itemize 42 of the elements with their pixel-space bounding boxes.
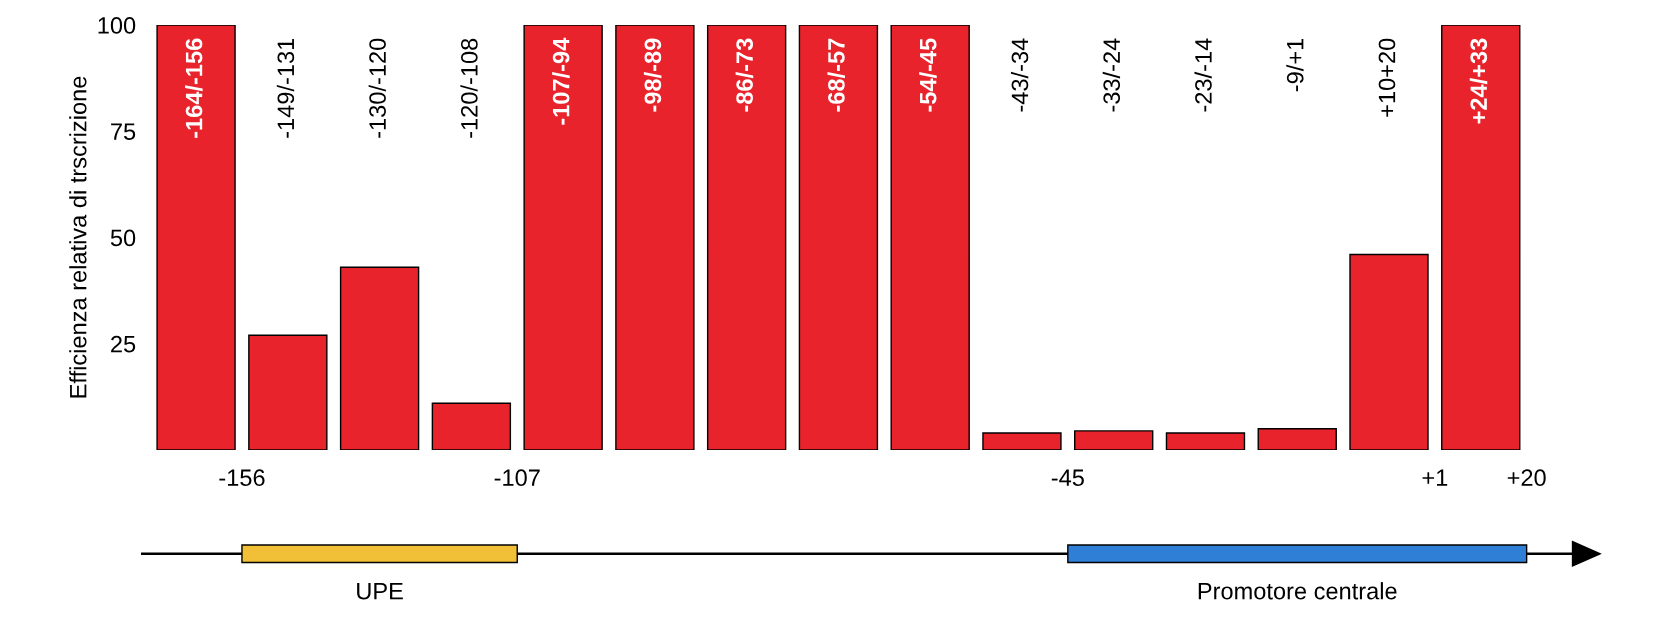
text: -156 — [219, 469, 265, 487]
x-tick-label: -164/-156 — [185, 38, 203, 138]
bar — [1349, 253, 1429, 450]
text: Promotore centrale — [1198, 582, 1397, 600]
x-tick-label: -86/-73 — [735, 38, 754, 112]
x-tick-label: -9/+1 — [1286, 38, 1304, 92]
bar — [523, 25, 603, 450]
bar — [156, 25, 236, 450]
bar — [982, 432, 1062, 450]
y-tick-label: 75 — [111, 123, 136, 141]
x-tick-label: -120/-108 — [460, 38, 478, 138]
bar — [706, 25, 787, 450]
y-tick-label: 100 — [98, 17, 136, 34]
x-tick-label: -107/-94 — [552, 37, 570, 125]
text: +1 — [1422, 469, 1448, 486]
bar — [1441, 25, 1521, 450]
x-tick-label: -54/-45 — [919, 38, 937, 112]
x-tick-label: -130/-120 — [368, 38, 386, 138]
y-axis-title: Efficienza relativa di trscrizione — [69, 76, 87, 398]
x-tick-label: -23/-14 — [1194, 38, 1212, 112]
y-tick-label: 25 — [111, 335, 136, 353]
x-tick-label: -33/-24 — [1102, 38, 1121, 112]
bar — [248, 334, 328, 450]
bar — [1074, 430, 1154, 450]
bar — [890, 25, 970, 450]
bar — [798, 25, 879, 450]
x-tick-label: +24/+33 — [1469, 38, 1488, 124]
text: -45 — [1051, 469, 1084, 487]
bar — [339, 266, 420, 450]
bar — [431, 402, 512, 450]
x-tick-label: +10+20 — [1378, 38, 1396, 117]
x-tick-label: -149/-131 — [276, 38, 295, 138]
bar — [1257, 428, 1337, 450]
text: -107 — [494, 469, 540, 487]
bar — [615, 25, 695, 450]
x-tick-label: -43/-34 — [1010, 38, 1029, 112]
y-tick-label: 50 — [110, 229, 136, 247]
text: +20 — [1507, 469, 1546, 487]
bar — [1165, 432, 1246, 450]
text: UPE — [357, 582, 403, 600]
x-tick-label: -68/-57 — [827, 38, 845, 112]
x-tick-label: -98/-89 — [643, 38, 662, 112]
